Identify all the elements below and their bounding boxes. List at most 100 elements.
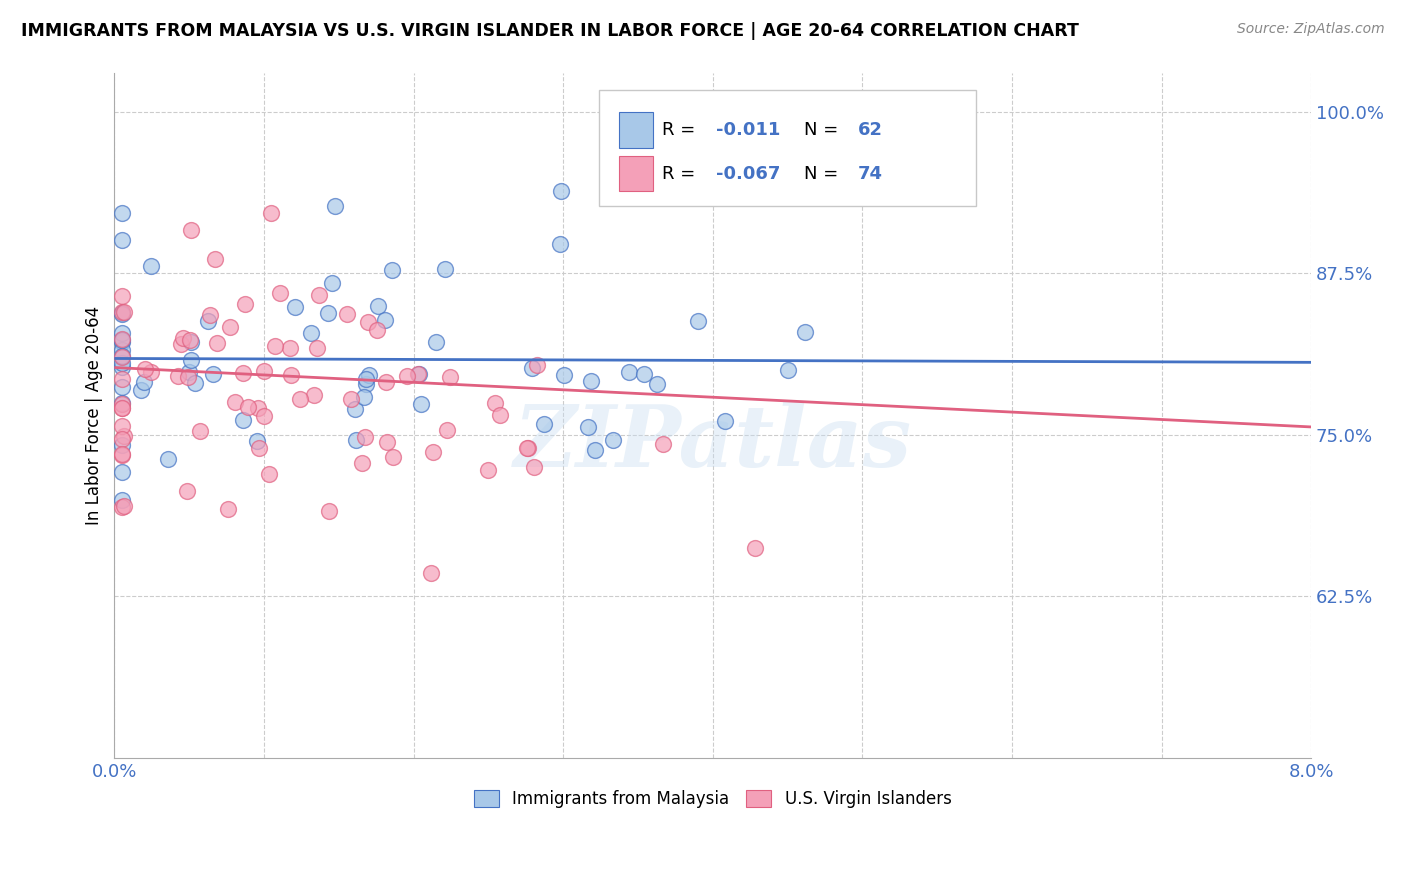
Point bbox=[357, 314, 380, 328]
Text: ZIPatlas: ZIPatlas bbox=[513, 401, 912, 484]
Point bbox=[253, 364, 276, 378]
Point bbox=[516, 442, 538, 456]
Point bbox=[533, 417, 555, 431]
Point bbox=[278, 341, 301, 355]
Text: -0.067: -0.067 bbox=[716, 165, 780, 183]
Legend: Immigrants from Malaysia, U.S. Virgin Islanders: Immigrants from Malaysia, U.S. Virgin Is… bbox=[467, 783, 957, 814]
Point bbox=[633, 368, 655, 382]
FancyBboxPatch shape bbox=[599, 90, 976, 206]
Point bbox=[516, 442, 538, 456]
Point bbox=[436, 423, 458, 437]
Point bbox=[336, 308, 359, 322]
Point bbox=[280, 368, 302, 382]
Point bbox=[583, 443, 606, 458]
Point bbox=[111, 326, 134, 340]
Point bbox=[111, 401, 134, 415]
Point bbox=[489, 409, 512, 423]
Point bbox=[288, 392, 311, 406]
Point bbox=[111, 419, 134, 434]
Point bbox=[354, 376, 377, 391]
Point bbox=[602, 433, 624, 447]
Point bbox=[357, 368, 380, 383]
Point bbox=[179, 333, 201, 347]
Point bbox=[111, 380, 134, 394]
Point bbox=[374, 312, 396, 326]
Point bbox=[307, 341, 329, 355]
Point bbox=[224, 395, 246, 409]
Point bbox=[340, 392, 363, 406]
Point bbox=[381, 263, 404, 277]
Point bbox=[129, 383, 152, 397]
Point bbox=[112, 428, 135, 442]
Point bbox=[111, 349, 134, 363]
Point bbox=[344, 434, 367, 448]
Point bbox=[553, 368, 575, 382]
Point bbox=[354, 372, 377, 386]
Point bbox=[318, 504, 340, 518]
Point bbox=[141, 259, 163, 273]
Bar bbox=[620, 112, 652, 147]
Point bbox=[350, 456, 373, 470]
Point bbox=[308, 287, 330, 301]
Point bbox=[576, 420, 599, 434]
Point bbox=[344, 401, 367, 416]
Point bbox=[217, 502, 239, 516]
Point bbox=[408, 368, 430, 382]
Point bbox=[406, 367, 429, 381]
Point bbox=[111, 308, 134, 322]
Point bbox=[652, 436, 675, 450]
Point bbox=[111, 350, 134, 364]
Point bbox=[111, 438, 134, 452]
Text: IMMIGRANTS FROM MALAYSIA VS U.S. VIRGIN ISLANDER IN LABOR FORCE | AGE 20-64 CORR: IMMIGRANTS FROM MALAYSIA VS U.S. VIRGIN … bbox=[21, 22, 1078, 40]
Point bbox=[111, 372, 134, 386]
Point bbox=[249, 441, 271, 455]
Point bbox=[202, 367, 225, 381]
Point bbox=[204, 252, 226, 266]
Text: N =: N = bbox=[804, 120, 844, 139]
Point bbox=[157, 452, 180, 467]
Point bbox=[425, 335, 447, 350]
Point bbox=[374, 376, 396, 390]
Point bbox=[550, 184, 572, 198]
Point bbox=[111, 233, 134, 247]
Point bbox=[439, 369, 461, 384]
Point bbox=[111, 356, 134, 370]
Point bbox=[232, 366, 254, 380]
Point bbox=[409, 396, 432, 410]
Point bbox=[422, 445, 444, 459]
Text: R =: R = bbox=[662, 120, 702, 139]
Point bbox=[302, 387, 325, 401]
Point bbox=[316, 306, 339, 320]
Point bbox=[232, 413, 254, 427]
Point bbox=[477, 463, 499, 477]
Point bbox=[132, 375, 155, 389]
Point bbox=[382, 450, 405, 464]
Point bbox=[353, 390, 375, 404]
Point bbox=[219, 319, 242, 334]
Point bbox=[112, 304, 135, 318]
Point bbox=[170, 337, 193, 351]
Point bbox=[744, 541, 766, 556]
Point bbox=[778, 362, 800, 376]
Text: R =: R = bbox=[662, 165, 702, 183]
Point bbox=[396, 369, 419, 384]
Point bbox=[264, 339, 287, 353]
Point bbox=[367, 299, 389, 313]
Point bbox=[111, 500, 134, 515]
Bar bbox=[620, 156, 652, 192]
Point bbox=[197, 314, 219, 328]
Point bbox=[284, 300, 307, 314]
Point bbox=[111, 432, 134, 446]
Point bbox=[520, 361, 543, 376]
Point bbox=[269, 285, 291, 300]
Y-axis label: In Labor Force | Age 20-64: In Labor Force | Age 20-64 bbox=[86, 306, 103, 524]
Point bbox=[111, 448, 134, 462]
Point bbox=[246, 434, 269, 448]
Point bbox=[111, 343, 134, 358]
Text: -0.011: -0.011 bbox=[716, 120, 780, 139]
Point bbox=[299, 326, 322, 341]
Point bbox=[236, 400, 259, 414]
Point bbox=[111, 332, 134, 346]
Point bbox=[184, 376, 207, 391]
Point bbox=[111, 359, 134, 374]
